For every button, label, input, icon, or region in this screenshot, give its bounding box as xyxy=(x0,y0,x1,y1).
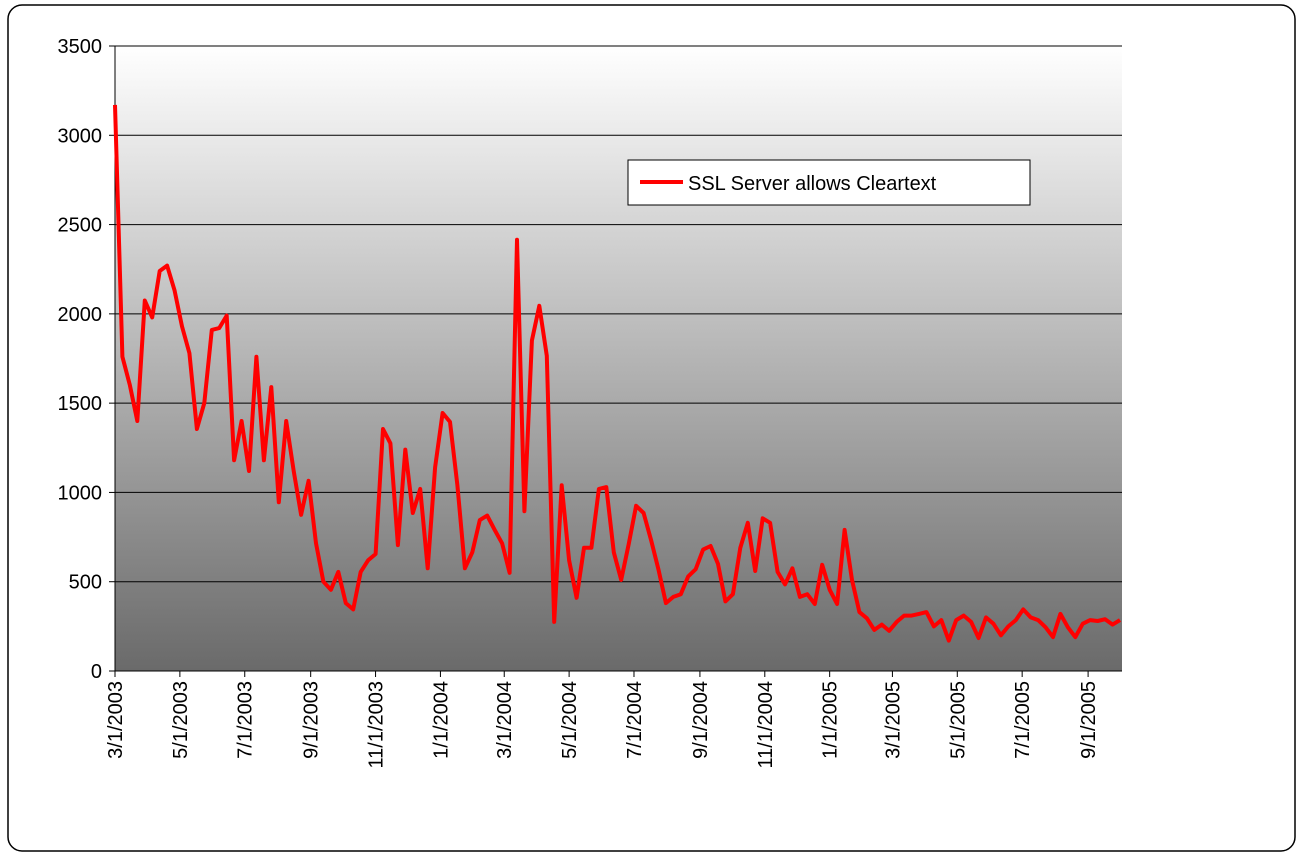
x-tick-label: 5/1/2003 xyxy=(170,681,192,759)
x-tick-label: 11/1/2003 xyxy=(366,681,388,769)
y-tick-label: 3000 xyxy=(58,125,103,147)
x-tick-label: 3/1/2004 xyxy=(494,681,516,759)
y-tick-label: 500 xyxy=(69,572,102,594)
x-tick-label: 7/1/2003 xyxy=(235,681,257,759)
x-tick-label: 5/1/2004 xyxy=(559,681,581,759)
x-tick-label: 3/1/2003 xyxy=(105,681,127,759)
x-tick-label: 7/1/2004 xyxy=(624,681,646,759)
x-tick-label: 9/1/2004 xyxy=(690,681,712,759)
y-tick-label: 1000 xyxy=(58,482,103,504)
x-tick-label: 9/1/2003 xyxy=(301,681,323,759)
y-tick-label: 2000 xyxy=(58,304,103,326)
series-line xyxy=(113,104,1122,643)
y-tick-label: 3500 xyxy=(58,36,103,58)
x-tick-label: 3/1/2005 xyxy=(882,681,904,759)
legend-label: SSL Server allows Cleartext xyxy=(688,173,937,195)
y-tick-label: 1500 xyxy=(58,393,103,415)
x-tick-label: 9/1/2005 xyxy=(1078,681,1100,759)
y-tick-label: 2500 xyxy=(58,215,103,237)
x-tick-label: 5/1/2005 xyxy=(947,681,969,759)
x-tick-label: 1/1/2005 xyxy=(820,681,842,759)
y-tick-label: 0 xyxy=(91,661,102,683)
x-tick-label: 7/1/2005 xyxy=(1012,681,1034,759)
legend-box xyxy=(627,159,1031,206)
x-tick-label: 11/1/2004 xyxy=(755,681,777,769)
x-tick-label: 1/1/2004 xyxy=(430,681,452,759)
